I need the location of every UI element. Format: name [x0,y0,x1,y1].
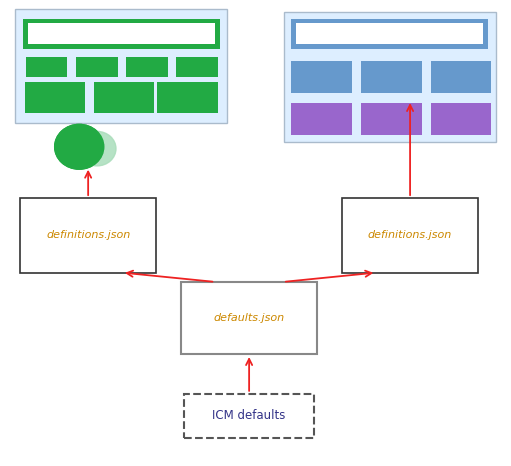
FancyBboxPatch shape [291,103,352,135]
FancyBboxPatch shape [184,394,314,438]
FancyBboxPatch shape [291,61,352,93]
FancyBboxPatch shape [25,82,85,113]
FancyBboxPatch shape [15,9,227,123]
Circle shape [55,124,104,169]
FancyBboxPatch shape [181,282,317,354]
FancyBboxPatch shape [296,23,483,44]
FancyBboxPatch shape [291,19,488,49]
FancyBboxPatch shape [361,103,422,135]
FancyBboxPatch shape [26,57,67,77]
FancyBboxPatch shape [94,82,154,113]
FancyBboxPatch shape [126,57,168,77]
Text: definitions.json: definitions.json [368,230,452,240]
FancyBboxPatch shape [284,12,496,142]
FancyBboxPatch shape [431,61,491,93]
FancyBboxPatch shape [157,82,218,113]
FancyBboxPatch shape [28,23,215,44]
FancyBboxPatch shape [20,198,156,273]
FancyBboxPatch shape [23,19,220,49]
FancyBboxPatch shape [176,57,218,77]
FancyBboxPatch shape [342,198,478,273]
Text: definitions.json: definitions.json [46,230,130,240]
Text: defaults.json: defaults.json [214,313,285,323]
Text: ICM defaults: ICM defaults [213,410,286,422]
FancyBboxPatch shape [431,103,491,135]
Circle shape [55,124,104,169]
FancyBboxPatch shape [361,61,422,93]
Circle shape [78,131,116,166]
FancyBboxPatch shape [76,57,118,77]
